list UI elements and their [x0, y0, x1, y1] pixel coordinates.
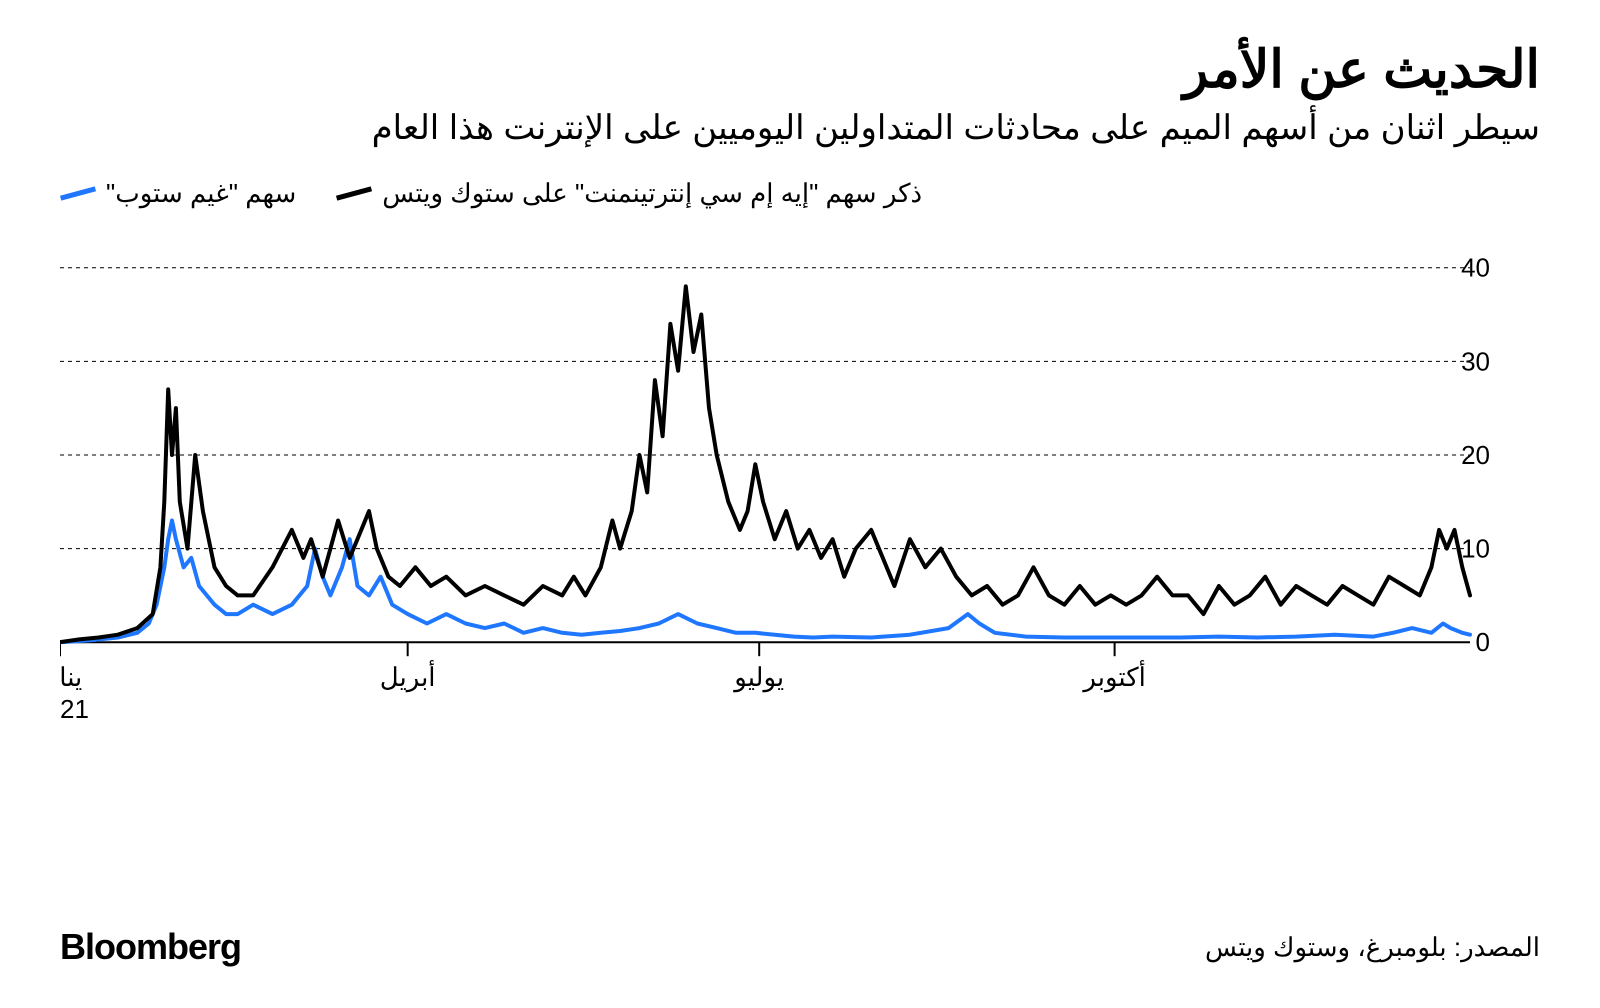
legend-label-amc: ذكر سهم "إيه إم سي إنترتينمنت" على ستوك … — [382, 178, 922, 209]
svg-text:0: 0 — [1476, 627, 1490, 657]
chart-area: 0 10 20 30 40 يناير2021 أبريل يوليو أكتوبر — [60, 239, 1540, 799]
svg-text:40: 40 — [1461, 253, 1490, 283]
svg-text:10: 10 — [1461, 534, 1490, 564]
legend-swatch-gme — [60, 186, 96, 200]
svg-text:2021: 2021 — [60, 694, 89, 724]
chart-title: الحديث عن الأمر — [60, 40, 1540, 100]
legend-item-gme: سهم "غيم ستوب" — [60, 178, 296, 209]
chart-subtitle: سيطر اثنان من أسهم الميم على محادثات الم… — [60, 108, 1540, 148]
svg-text:أبريل: أبريل — [380, 659, 436, 693]
footer: المصدر: بلومبرغ، وستوك ويتس Bloomberg — [60, 926, 1540, 968]
source-text: المصدر: بلومبرغ، وستوك ويتس — [1205, 932, 1540, 963]
legend-swatch-amc — [336, 186, 372, 200]
legend-label-gme: سهم "غيم ستوب" — [106, 178, 296, 209]
legend: ذكر سهم "إيه إم سي إنترتينمنت" على ستوك … — [60, 178, 1540, 209]
svg-text:يوليو: يوليو — [732, 662, 784, 693]
legend-item-amc: ذكر سهم "إيه إم سي إنترتينمنت" على ستوك … — [336, 178, 922, 209]
svg-text:20: 20 — [1461, 440, 1490, 470]
svg-text:أكتوبر: أكتوبر — [1081, 659, 1145, 693]
svg-text:30: 30 — [1461, 346, 1490, 376]
bloomberg-logo: Bloomberg — [60, 926, 241, 968]
chart-svg: 0 10 20 30 40 يناير2021 أبريل يوليو أكتوبر — [60, 239, 1540, 799]
svg-text:يناير: يناير — [60, 662, 82, 693]
